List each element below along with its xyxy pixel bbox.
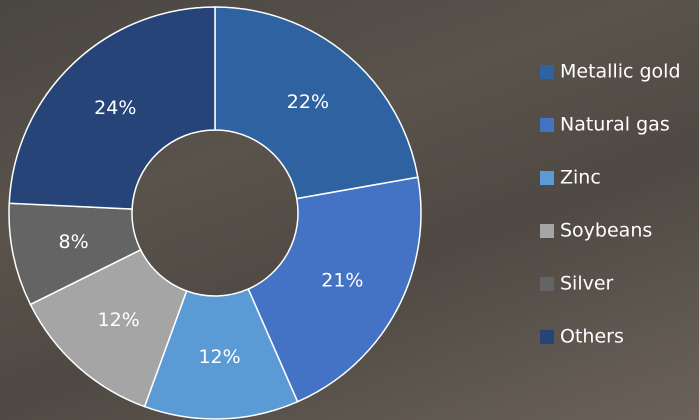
donut-slice [214, 6, 419, 200]
legend-label: Metallic gold [560, 61, 681, 83]
legend-swatch [540, 65, 554, 79]
legend-swatch [540, 330, 554, 344]
legend-swatch [540, 224, 554, 238]
legend-label: Soybeans [560, 220, 652, 242]
legend-label: Zinc [560, 167, 601, 189]
legend-label: Others [560, 326, 624, 348]
legend-swatch [540, 118, 554, 132]
donut-slice [29, 248, 188, 408]
data-label: 21% [321, 270, 363, 292]
data-label: 24% [94, 97, 136, 119]
legend-label: Natural gas [560, 114, 670, 136]
data-label: 12% [198, 346, 240, 368]
data-label: 22% [287, 91, 329, 113]
donut-slice [143, 288, 299, 420]
data-label: 8% [58, 231, 88, 253]
donut-slice [247, 176, 422, 403]
donut-slice [8, 6, 216, 210]
legend-swatch [540, 171, 554, 185]
legend-label: Silver [560, 273, 614, 295]
data-label: 12% [98, 309, 140, 331]
legend-swatch [540, 277, 554, 291]
